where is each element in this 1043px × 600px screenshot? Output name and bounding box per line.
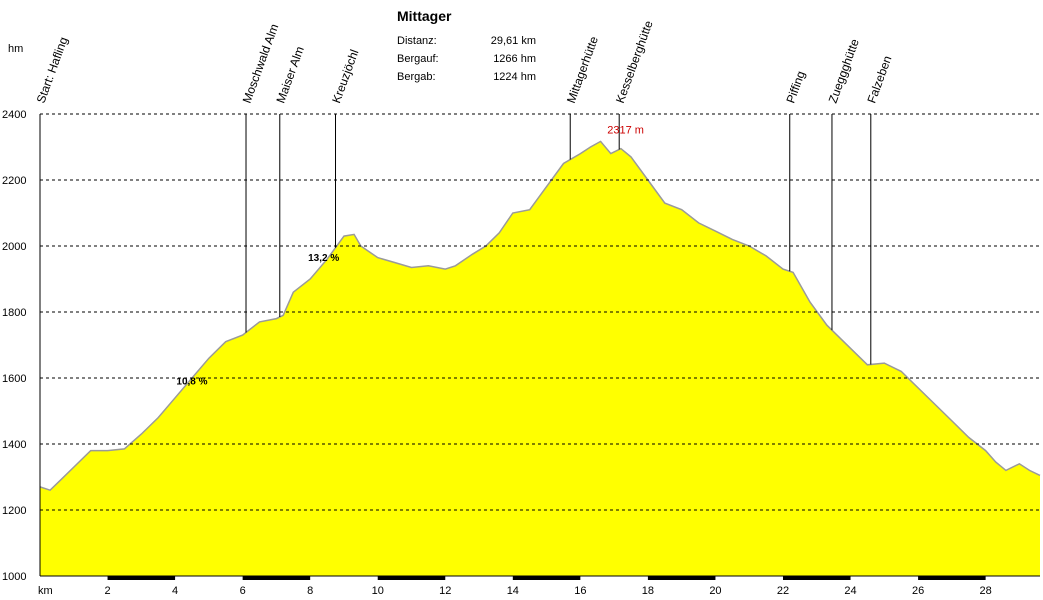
x-tick-label: 16	[574, 585, 586, 597]
waypoint-label: Piffing	[783, 69, 807, 105]
x-tick-label: 6	[240, 585, 246, 597]
x-tick-label: 4	[172, 585, 178, 597]
waypoint-label: Falzeben	[864, 54, 894, 105]
waypoint-label: Moschwald Alm	[240, 22, 282, 105]
x-tick-label: 24	[844, 585, 856, 597]
x-tick-label: 26	[912, 585, 924, 597]
scale-bar-segment	[918, 576, 986, 580]
y-tick-label: 2000	[2, 241, 26, 253]
scale-bar-segment	[377, 576, 446, 580]
x-tick-label: 14	[507, 585, 519, 597]
profile-area-layer	[39, 140, 1041, 576]
y-tick-label: 1000	[2, 571, 26, 583]
waypoint-label: Mittagerhütte	[564, 34, 601, 105]
scale-bar-segment	[107, 576, 176, 580]
elevation-line	[39, 140, 1041, 492]
stat-value: 1224 hm	[493, 71, 536, 83]
gradient-label: 13,2 %	[308, 253, 339, 264]
summary-stats: Distanz: 29,61 km Bergauf: 1266 hm Bergab: 12…	[397, 35, 536, 83]
elevation-area	[40, 141, 1040, 576]
scale-bar-segment	[782, 576, 851, 580]
waypoint-label: Start: Hafling	[34, 35, 71, 105]
x-tick-label: 10	[372, 585, 384, 597]
y-tick-label: 1800	[2, 307, 26, 319]
y-tick-label: 1200	[2, 505, 26, 517]
stat-value: 29,61 km	[491, 35, 536, 47]
annotations: 10,8 % 13,2 % 2317 m	[176, 124, 644, 387]
stat-label: Distanz:	[397, 35, 437, 47]
stat-label: Bergauf:	[397, 53, 439, 65]
waypoint-label: Maiser Alm	[273, 44, 306, 105]
x-tick-label: 28	[980, 585, 992, 597]
y-tick-label: 1400	[2, 439, 26, 451]
x-tick-label: 20	[709, 585, 721, 597]
waypoint-label: Kesselberghütte	[613, 18, 656, 105]
x-tick-label: 22	[777, 585, 789, 597]
y-tick-label: 2400	[2, 109, 26, 121]
scale-bar-segment	[242, 576, 311, 580]
x-tick-label: 8	[307, 585, 313, 597]
chart-title: Mittager	[397, 8, 452, 24]
x-tick-label: 18	[642, 585, 654, 597]
scale-bar-segment	[647, 576, 716, 580]
x-tick-label: 12	[439, 585, 451, 597]
x-tick-label: 2	[104, 585, 110, 597]
stat-label: Bergab:	[397, 71, 436, 83]
peak-label: 2317 m	[607, 124, 644, 136]
gradient-label: 10,8 %	[176, 377, 207, 388]
y-tick-label: 2200	[2, 175, 26, 187]
gridlines	[40, 113, 1040, 511]
x-axis-label: km	[38, 585, 53, 597]
scale-bar-segment	[512, 576, 581, 580]
y-tick-label: 1600	[2, 373, 26, 385]
waypoint-label: Zueggghütte	[826, 37, 862, 105]
stat-value: 1266 hm	[493, 53, 536, 65]
waypoint-label: Kreuzjöchl	[329, 48, 361, 105]
y-axis-label: hm	[8, 43, 23, 55]
